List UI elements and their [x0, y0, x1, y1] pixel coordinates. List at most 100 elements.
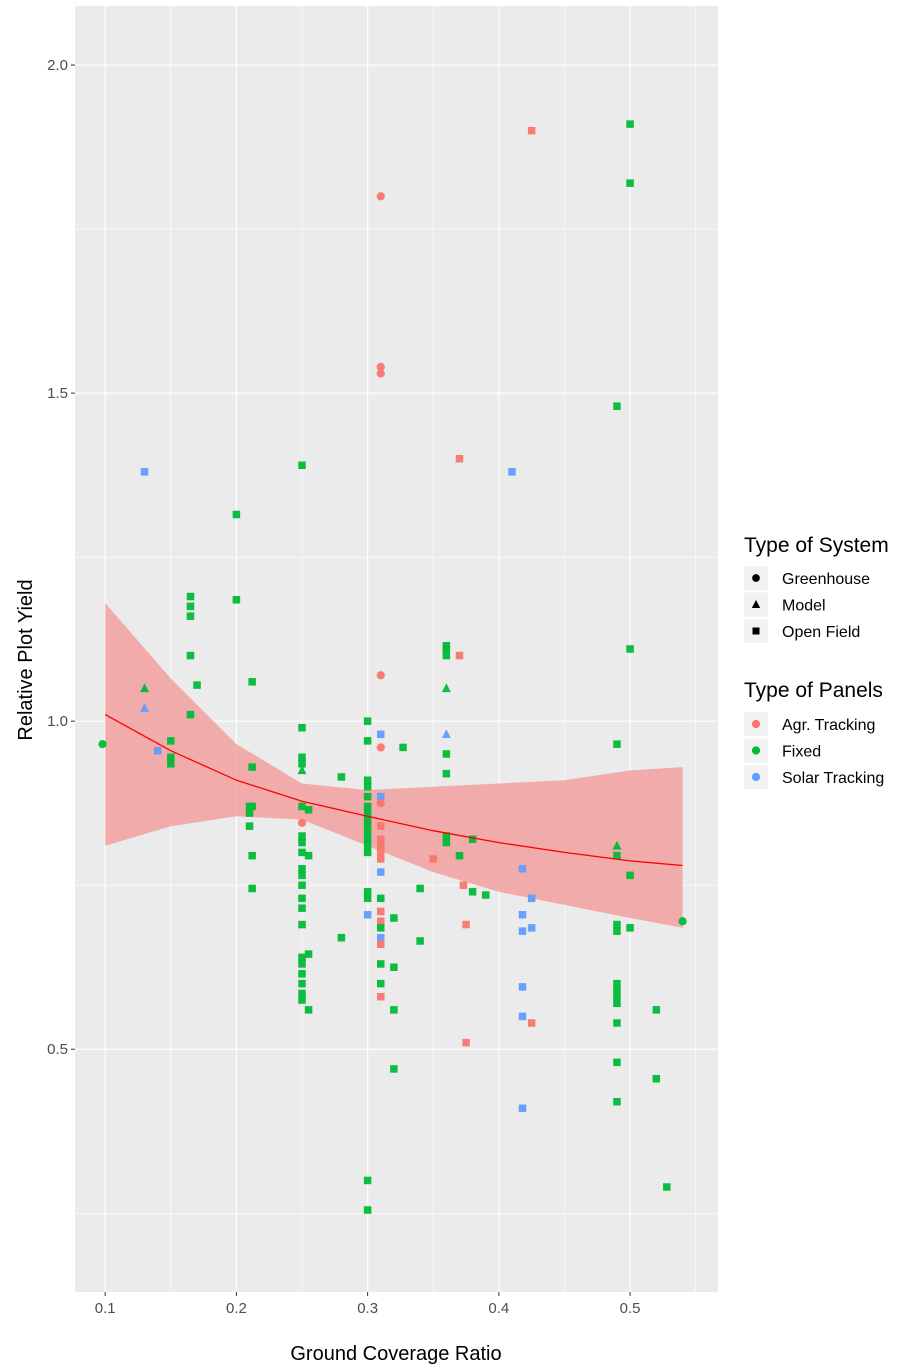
data-point	[363, 848, 372, 857]
x-tick-label: 0.5	[620, 1300, 641, 1317]
data-point	[678, 917, 687, 926]
confidence-ribbon	[105, 603, 683, 928]
data-point	[416, 937, 424, 945]
data-point	[613, 1097, 621, 1106]
data-point	[363, 717, 372, 725]
legend-label: Agr. Tracking	[782, 717, 875, 734]
data-point	[298, 970, 306, 978]
legend-label: Fixed	[782, 744, 821, 761]
data-point	[518, 983, 527, 991]
data-point	[298, 802, 306, 811]
data-point	[167, 753, 175, 762]
data-point	[481, 891, 490, 899]
data-point	[153, 746, 162, 755]
data-point	[298, 989, 306, 998]
y-axis-title: Relative Plot Yield	[15, 579, 37, 740]
data-point	[193, 681, 201, 689]
data-point	[376, 369, 385, 378]
data-point	[186, 612, 195, 620]
data-point	[298, 760, 306, 768]
data-point	[167, 737, 175, 745]
data-point	[613, 402, 621, 410]
data-point	[245, 822, 254, 830]
data-point	[248, 884, 256, 893]
data-point	[442, 651, 451, 660]
x-axis-ticks: 0.1 0.2 0.3 0.4 0.5	[95, 1292, 641, 1317]
data-point	[613, 1058, 621, 1067]
data-point	[298, 979, 306, 988]
data-point	[363, 737, 372, 745]
data-point	[377, 917, 385, 926]
data-point	[245, 809, 254, 817]
data-point	[363, 910, 372, 919]
data-point	[98, 740, 107, 749]
data-point	[363, 815, 372, 824]
data-point	[613, 851, 621, 860]
data-point	[518, 910, 527, 919]
data-point	[377, 855, 385, 863]
data-point	[363, 828, 372, 837]
data-point	[390, 1006, 398, 1014]
data-point	[613, 1019, 621, 1027]
data-point	[377, 992, 385, 1001]
data-point	[441, 729, 451, 739]
data-point	[626, 179, 634, 187]
data-point	[304, 1006, 313, 1014]
data-point	[298, 871, 306, 880]
data-point	[140, 468, 149, 476]
data-point	[363, 822, 372, 830]
plot-panel	[75, 6, 718, 1292]
data-point	[377, 933, 385, 942]
data-point	[416, 884, 424, 893]
data-point	[298, 838, 306, 847]
data-point	[377, 792, 385, 801]
trend-line	[104, 714, 683, 867]
data-point	[363, 835, 372, 844]
data-point	[376, 192, 385, 201]
data-point	[298, 894, 306, 903]
legend-key-triangle	[751, 599, 761, 608]
data-point	[377, 822, 385, 830]
data-point	[613, 999, 621, 1008]
data-point	[337, 933, 346, 942]
legend-key-circle	[751, 719, 761, 729]
data-point	[518, 1012, 527, 1021]
data-point	[298, 865, 306, 873]
legend-title-panels: Type of Panels	[744, 679, 883, 702]
legend-label: Model	[782, 598, 826, 615]
legend-label: Solar Tracking	[782, 770, 884, 787]
data-point	[377, 924, 385, 932]
data-point	[442, 750, 451, 758]
data-point	[652, 1075, 661, 1083]
data-point	[462, 1038, 470, 1047]
data-point	[390, 1065, 398, 1073]
data-point	[248, 763, 256, 771]
data-point	[377, 730, 385, 739]
data-point	[363, 776, 372, 784]
data-point	[626, 871, 634, 880]
data-point	[442, 838, 451, 847]
data-point	[248, 802, 256, 811]
data-point	[376, 799, 385, 808]
data-point	[298, 960, 306, 968]
data-point	[518, 927, 527, 935]
data-point	[508, 468, 516, 476]
data-point	[298, 920, 306, 929]
legend-title-system: Type of System	[744, 534, 889, 557]
data-point	[652, 1006, 661, 1014]
x-tick-label: 0.4	[488, 1300, 509, 1317]
data-point	[232, 510, 241, 519]
legend-key-square	[752, 627, 760, 635]
data-point	[298, 848, 306, 857]
data-point	[140, 683, 150, 693]
data-point	[363, 842, 372, 850]
data-point	[527, 1019, 536, 1027]
data-point	[459, 881, 468, 889]
data-point	[399, 743, 407, 752]
data-point	[186, 592, 195, 601]
data-point	[337, 773, 346, 781]
data-point	[626, 924, 634, 932]
data-point	[527, 894, 536, 903]
data-point	[613, 992, 621, 1001]
